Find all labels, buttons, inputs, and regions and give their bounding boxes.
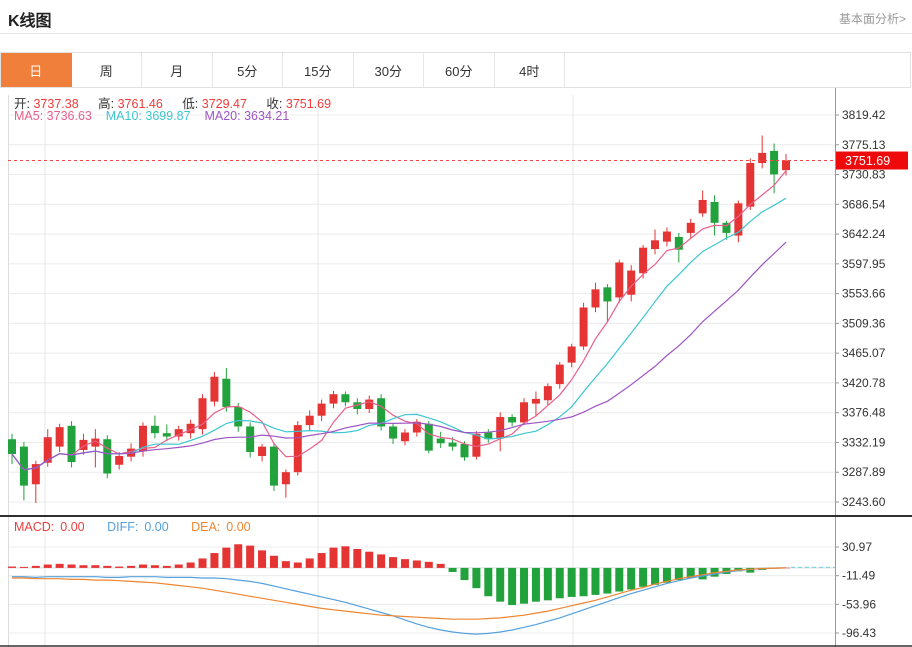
svg-text:3420.78: 3420.78 xyxy=(842,376,886,390)
ohlc-readout: 开: 3737.38 高: 3761.46 低: 3729.47 收: 3751… xyxy=(14,93,347,112)
high-label: 高: xyxy=(98,97,115,111)
svg-text:3332.19: 3332.19 xyxy=(842,435,886,449)
high-value: 3761.46 xyxy=(117,97,163,111)
tab-5[interactable]: 30分 xyxy=(353,53,424,87)
svg-text:3597.95: 3597.95 xyxy=(842,257,886,271)
candlestick-panel: 开: 3737.38 高: 3761.46 低: 3729.47 收: 3751… xyxy=(0,88,912,515)
tab-3[interactable]: 5分 xyxy=(212,53,283,87)
dea-line xyxy=(12,567,787,620)
ma10-line xyxy=(11,197,787,471)
macd-histogram xyxy=(8,544,790,606)
period-tabbar: 日周月 5分 15分 30分 60分 4时 xyxy=(0,52,911,88)
svg-text:3553.66: 3553.66 xyxy=(842,287,886,301)
panel-divider xyxy=(0,515,912,517)
close-value: 3751.69 xyxy=(285,97,332,111)
tab-7[interactable]: 4时 xyxy=(494,53,565,87)
ma20-readout: MA20: 3634.21 xyxy=(204,109,290,123)
candles-layer xyxy=(8,135,790,504)
ma20-line xyxy=(11,241,787,471)
svg-text:3642.24: 3642.24 xyxy=(842,227,886,241)
svg-text:-53.96: -53.96 xyxy=(842,597,876,611)
svg-text:3243.60: 3243.60 xyxy=(842,495,886,509)
svg-text:3730.83: 3730.83 xyxy=(842,168,886,182)
svg-text:3775.13: 3775.13 xyxy=(842,138,886,152)
tab-1[interactable]: 周 xyxy=(71,53,142,87)
svg-text:3465.07: 3465.07 xyxy=(842,346,886,360)
fundamental-analysis-link[interactable]: 基本面分析> xyxy=(838,12,906,26)
svg-text:3686.54: 3686.54 xyxy=(842,197,886,211)
open-value: 3737.38 xyxy=(33,97,79,111)
diff-value: DIFF: 0.00 xyxy=(107,520,169,534)
svg-text:30.97: 30.97 xyxy=(842,540,872,554)
low-value: 3729.47 xyxy=(201,97,247,111)
tab-0[interactable]: 日 xyxy=(1,53,72,87)
page-title: K线图 xyxy=(8,13,52,30)
tab-6[interactable]: 60分 xyxy=(424,53,495,87)
tab-2[interactable]: 月 xyxy=(142,53,213,87)
svg-text:3509.36: 3509.36 xyxy=(842,316,886,330)
ma5-readout: MA5: 3736.63 xyxy=(14,109,92,123)
ma5-line xyxy=(11,170,787,471)
ma10-readout: MA10: 3699.87 xyxy=(105,109,191,123)
macd-value: MACD: 0.00 xyxy=(14,520,85,534)
price-axis: 3819.42 3775.13 3730.83 3686.54 3642.24 3597.… xyxy=(835,88,886,515)
ma-readout: MA5: 3736.63 MA10: 3699.87 MA20: 3634.21 xyxy=(14,109,289,123)
tab-4[interactable]: 15分 xyxy=(283,53,354,87)
open-label: 开: xyxy=(14,97,30,111)
widget-header: K线图 基本面分析> xyxy=(0,0,912,34)
svg-text:3751.69: 3751.69 xyxy=(845,154,890,168)
svg-text:3819.42: 3819.42 xyxy=(842,108,886,122)
macd-readout: MACD: 0.00 DIFF: 0.00 DEA: 0.00 xyxy=(14,520,263,534)
macd-panel: MACD: 0.00 DIFF: 0.00 DEA: 0.00 30.97 -11.49… xyxy=(0,517,912,647)
macd-axis: 30.97 -11.49 -53.96 -96.43 xyxy=(835,517,876,647)
current-price-badge: 3751.69 xyxy=(836,151,908,170)
svg-text:3287.89: 3287.89 xyxy=(842,465,886,479)
svg-text:-11.49: -11.49 xyxy=(842,569,875,583)
low-label: 低: xyxy=(182,97,199,111)
svg-text:-96.43: -96.43 xyxy=(842,626,876,640)
diff-line xyxy=(12,567,787,635)
dea-value: DEA: 0.00 xyxy=(191,520,251,534)
svg-text:3376.48: 3376.48 xyxy=(842,406,886,420)
close-label: 收: xyxy=(266,97,283,111)
